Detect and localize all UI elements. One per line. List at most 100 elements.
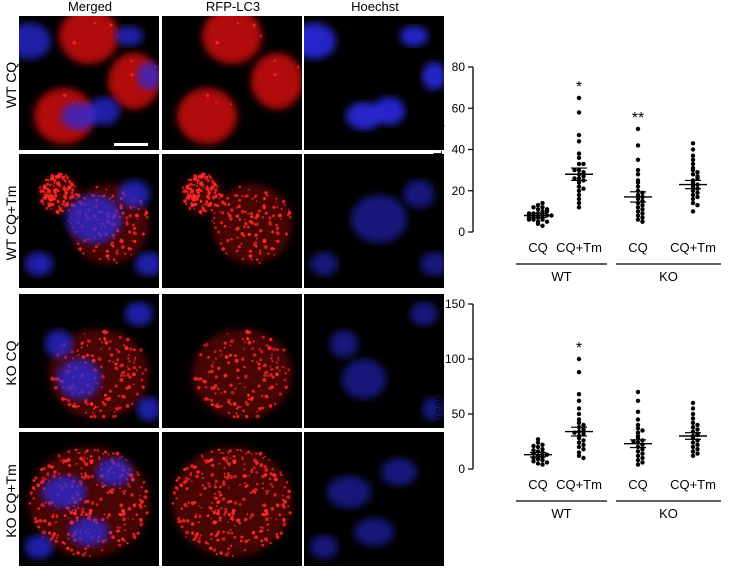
chart1-point <box>576 184 582 189</box>
chart2-point <box>576 406 582 411</box>
chart2-point <box>581 427 586 432</box>
chart1-point <box>581 161 586 167</box>
chart2-point <box>635 458 641 463</box>
chart2-significance: * <box>576 340 582 357</box>
chart2-point <box>690 425 696 430</box>
row-label-ko-cq: KO CQ <box>3 340 19 386</box>
chart1-point <box>690 200 696 206</box>
chart1-point <box>576 132 582 138</box>
chart1-point <box>635 126 641 132</box>
chart1-point <box>576 161 582 167</box>
chart1-point <box>544 207 550 212</box>
chart1-category-label: CQ <box>528 240 548 255</box>
chart2-point <box>576 417 582 422</box>
chart1-point <box>544 219 550 224</box>
chart1-ytick-label: 60 <box>452 101 466 115</box>
chart1-category-label: CQ+Tm <box>556 240 602 255</box>
chart2-point <box>576 420 582 425</box>
chart2-point <box>695 442 700 447</box>
col-header-rfp-lc3: RFP-LC3 <box>205 0 261 14</box>
micrograph-wt-cq-tm-hoechst <box>304 154 444 288</box>
chart1-point <box>576 155 582 160</box>
chart1-point <box>640 219 645 224</box>
micrograph-ko-cq-rfp-lc3 <box>162 294 302 428</box>
chart1-point <box>690 157 696 162</box>
chart1-point <box>576 95 582 101</box>
chart1-point <box>540 209 545 214</box>
chart2-point <box>635 449 641 454</box>
chart1-significance: ** <box>632 110 644 127</box>
chart2-point <box>540 442 545 447</box>
chart1-point <box>581 170 586 175</box>
chart1-point <box>576 110 582 115</box>
chart1-point <box>690 147 696 152</box>
chart1-point <box>581 174 586 179</box>
chart1-point <box>635 143 641 148</box>
micrograph-ko-cq-tm-rfp-lc3 <box>162 432 302 566</box>
chart1-point <box>535 203 541 208</box>
chart2-ytick-label: 0 <box>458 462 465 476</box>
chart1-significance: * <box>576 79 582 96</box>
chart1-point <box>572 176 577 181</box>
chart2-point <box>576 370 582 375</box>
chart2-point <box>581 431 586 436</box>
chart2-point <box>576 411 582 417</box>
chart1-ytick-label: 20 <box>452 184 466 198</box>
chart1-point <box>635 184 641 189</box>
chart2-category-label: CQ <box>628 477 648 492</box>
chart1-ytick-label: 80 <box>452 60 466 74</box>
chart1-point <box>640 211 645 216</box>
micrograph-wt-cq-tm-rfp-lc3 <box>162 154 302 288</box>
chart2-point <box>635 398 641 403</box>
chart2-point <box>576 450 582 455</box>
chart2-group-label: WT <box>551 506 571 521</box>
chart2-ytick-label: 50 <box>452 407 466 421</box>
chart2-point <box>576 398 582 403</box>
chart1-point <box>576 192 582 198</box>
chart2-group-label: KO <box>659 506 678 521</box>
chart2-point <box>535 461 541 466</box>
chart2-category-label: CQ+Tm <box>556 477 602 492</box>
chart1-point <box>690 196 696 202</box>
chart1-point <box>576 151 582 156</box>
chart2-point <box>690 416 696 421</box>
row-label-wt-cq-tm: WT CQ+Tm <box>3 185 19 261</box>
chart1-point <box>535 221 541 226</box>
chart1-point <box>540 200 545 206</box>
chart1-point <box>640 215 645 220</box>
chart1-point <box>690 188 696 193</box>
row-label-ko-cq-tm: KO CQ+Tm <box>3 464 19 538</box>
chart2-point <box>535 437 541 442</box>
chart2-point <box>544 460 550 465</box>
col-header-hoechst: Hoechst <box>351 0 399 14</box>
chart2-point <box>540 447 545 452</box>
chart2-point <box>531 448 536 453</box>
chart2-point <box>690 400 696 406</box>
chart2-point <box>531 459 536 464</box>
chart1-ytick-label: 40 <box>452 143 466 157</box>
chart1-point <box>635 157 641 162</box>
chart1-point <box>690 209 696 214</box>
chart1-point <box>690 153 696 158</box>
chart2-point <box>576 356 582 362</box>
chart1-point <box>635 205 641 210</box>
chart1-point <box>635 217 641 222</box>
chart2-point <box>576 453 582 458</box>
micrograph-wt-cq-merged <box>19 16 159 150</box>
chart2-point <box>635 409 641 414</box>
chart1-point <box>531 205 536 210</box>
micrograph-ko-cq-tm-hoechst <box>304 432 444 566</box>
chart1-point <box>576 139 582 144</box>
chart2-point <box>535 456 541 462</box>
chart1-point <box>540 223 545 228</box>
chart1-point <box>690 172 696 177</box>
col-header-merged: Merged <box>67 0 113 14</box>
chart2-point <box>640 455 645 461</box>
chart2-point <box>690 411 696 417</box>
chart1-point <box>690 165 696 171</box>
micrograph-ko-cq-tm-merged <box>19 432 159 566</box>
chart2-point <box>581 422 586 428</box>
chart2-point <box>581 447 586 452</box>
chart1-point <box>576 200 582 206</box>
chart2-point <box>576 440 582 445</box>
